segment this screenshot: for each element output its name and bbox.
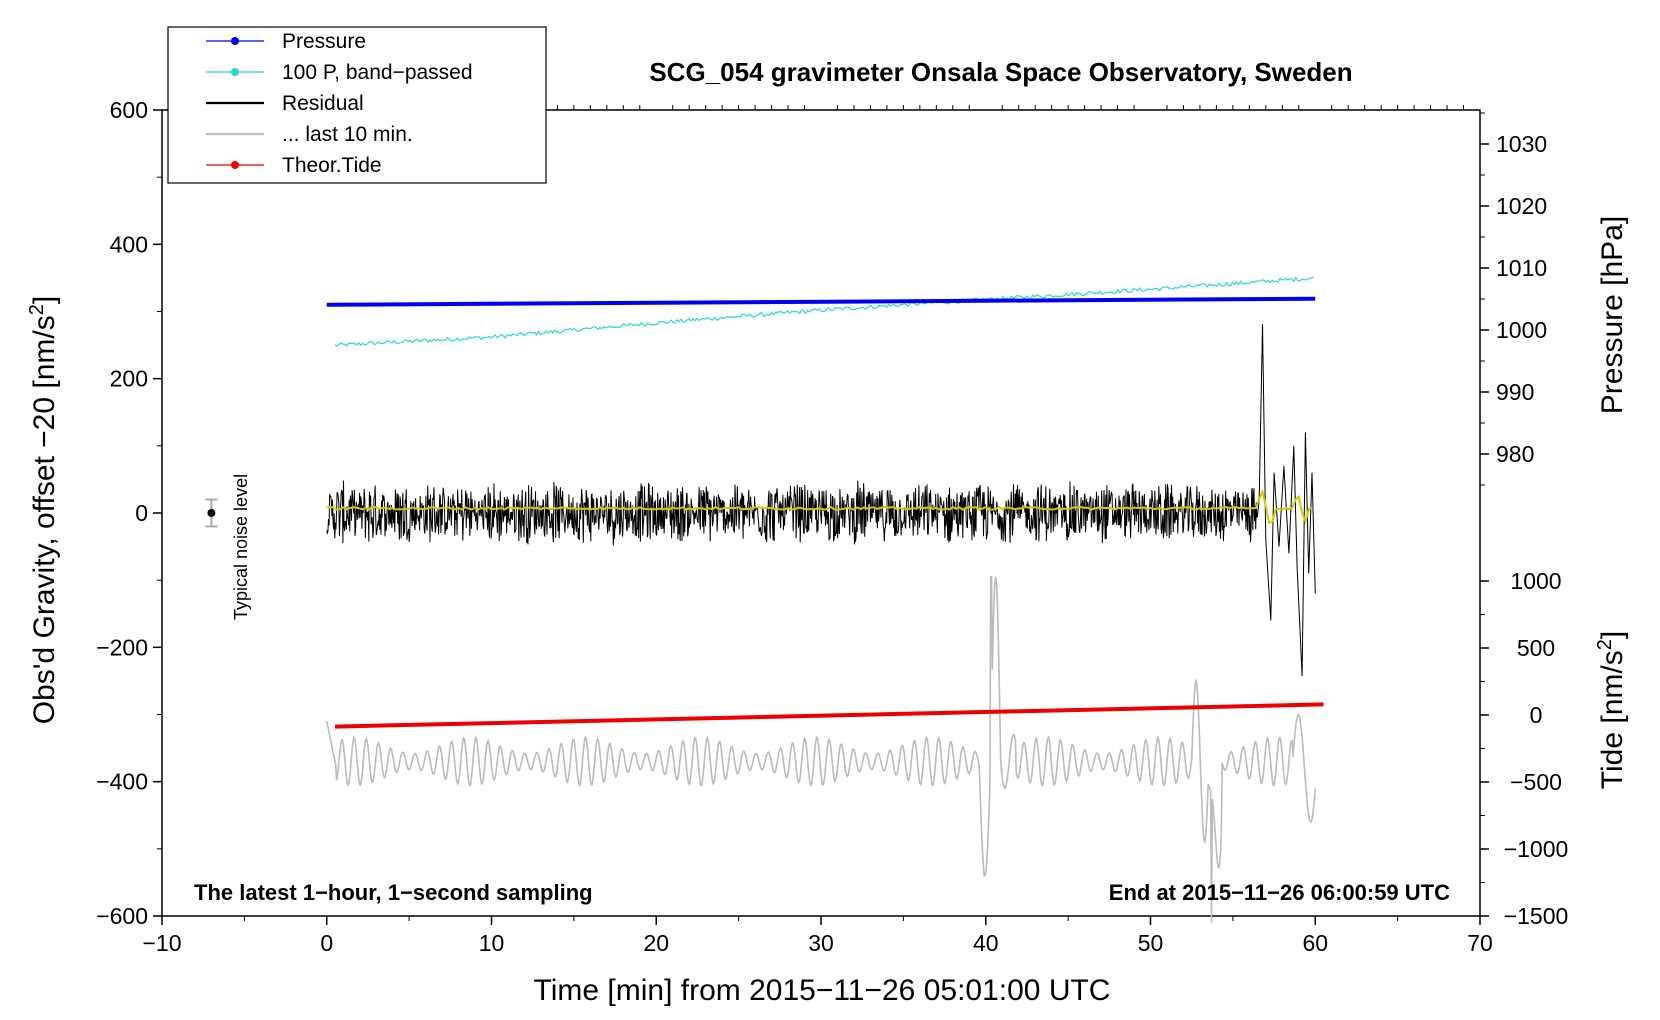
x-tick-label: 30	[808, 930, 834, 956]
bottom-right-note: End at 2015−11−26 06:00:59 UTC	[1109, 880, 1450, 905]
tide-tick-label: −500	[1510, 769, 1562, 795]
tide-tick-label: −1500	[1504, 903, 1569, 929]
pressure-tick-label: 1020	[1496, 193, 1547, 219]
legend-label: Theor.Tide	[282, 154, 382, 177]
tide-axis-title: Tide [nm/s2]	[1594, 631, 1629, 789]
chart-title: SCG_054 gravimeter Onsala Space Observat…	[649, 57, 1352, 87]
pressure-axis-title: Pressure [hPa]	[1596, 216, 1629, 414]
x-tick-label: 40	[973, 930, 999, 956]
x-tick-label: −10	[142, 930, 181, 956]
legend-marker	[231, 37, 239, 45]
series-residual	[326, 324, 1316, 677]
tide-tick-label: 1000	[1510, 568, 1561, 594]
y-tick-label: 0	[135, 500, 148, 526]
x-tick-label: 20	[643, 930, 669, 956]
pressure-tick-label: 980	[1496, 441, 1534, 467]
x-tick-label: 70	[1467, 930, 1493, 956]
legend-label: 100 P, band−passed	[282, 61, 473, 84]
noise-level-label: Typical noise level	[231, 474, 251, 620]
pressure-tick-label: 1000	[1496, 317, 1547, 343]
series-bandpassed-pressure	[334, 276, 1314, 347]
legend-label: Pressure	[282, 30, 366, 53]
x-tick-label: 10	[479, 930, 505, 956]
tide-tick-label: 500	[1517, 635, 1555, 661]
x-tick-label: 50	[1138, 930, 1164, 956]
y-tick-label: −200	[96, 634, 148, 660]
y-tick-label: 400	[110, 231, 148, 257]
legend-label: Residual	[282, 92, 364, 115]
noise-dot	[207, 509, 216, 517]
legend-marker	[231, 161, 239, 169]
series-last-10-min	[326, 576, 1316, 923]
data-series	[326, 276, 1324, 923]
y-tick-label: −400	[96, 769, 148, 795]
tide-tick-label: 0	[1530, 702, 1543, 728]
bottom-left-note: The latest 1−hour, 1−second sampling	[194, 880, 593, 905]
series-smoothed-residual	[326, 488, 1313, 525]
pressure-tick-label: 1010	[1496, 255, 1547, 281]
legend-box	[167, 26, 547, 184]
x-axis-title: Time [min] from 2015−11−26 05:01:00 UTC	[534, 974, 1111, 1007]
y-tick-label: −600	[96, 903, 148, 929]
axis-ticks: −10 0 10 20 30 40 50 60 706004002000−200−400−600…	[96, 97, 1568, 956]
x-tick-label: 0	[320, 930, 333, 956]
y-axis-title: Obs'd Gravity, offset −20 [nm/s2]	[26, 296, 61, 724]
y-tick-label: 600	[110, 97, 148, 123]
legend: Pressure 100 P, band−passed Residual ... la…	[167, 26, 547, 184]
series-pressure	[326, 296, 1316, 307]
legend-label: ... last 10 min.	[282, 123, 413, 146]
x-tick-label: 60	[1302, 930, 1328, 956]
y-tick-label: 200	[110, 366, 148, 392]
noise-level-marker	[205, 498, 218, 528]
series-theoretical-tide	[334, 702, 1324, 729]
legend-marker	[231, 68, 239, 76]
pressure-tick-label: 990	[1496, 379, 1534, 405]
tide-tick-label: −1000	[1504, 836, 1569, 862]
pressure-tick-label: 1030	[1496, 131, 1547, 157]
